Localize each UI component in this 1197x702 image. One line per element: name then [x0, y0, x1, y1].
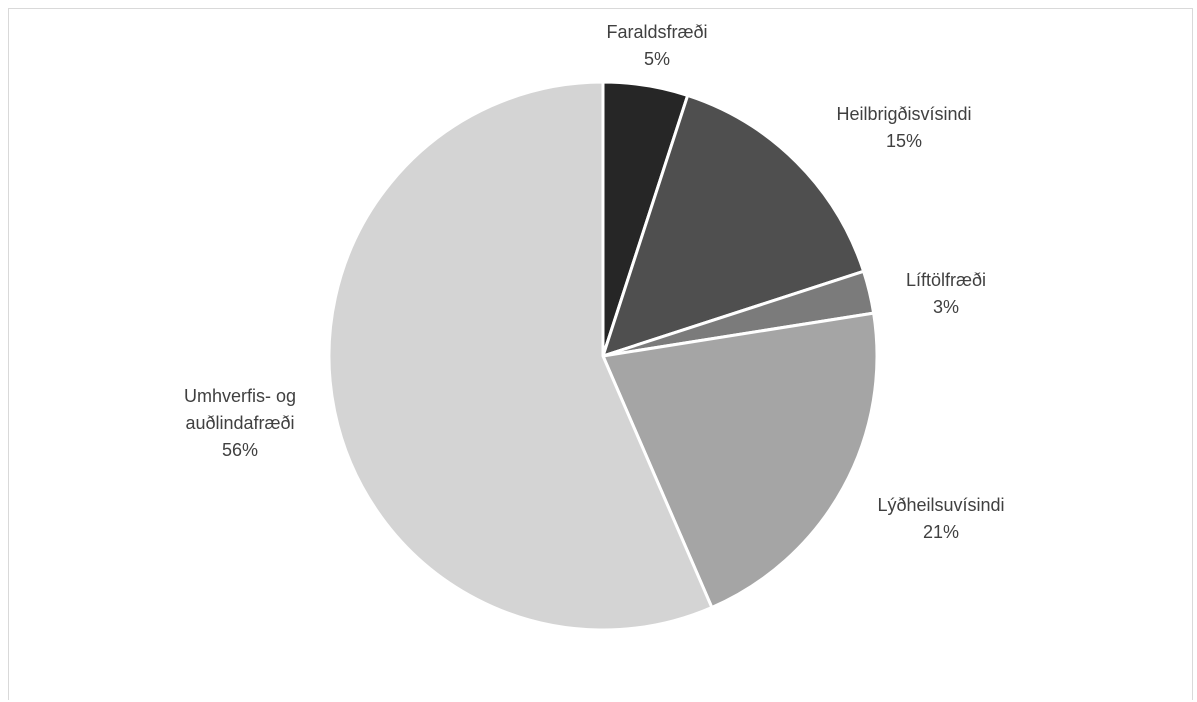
slice-percent: 3%	[933, 297, 959, 317]
data-label-3: Líftölfræði 3%	[906, 270, 986, 317]
slice-percent: 21%	[923, 522, 959, 542]
pie-slice-2	[601, 93, 866, 358]
slice-percent: 5%	[644, 49, 670, 69]
slice-percent: 15%	[886, 131, 922, 151]
data-labels: Faraldsfræði 5% Heilbrigðisvísindi 15% Líftö…	[184, 22, 1005, 542]
pie-slices	[327, 80, 879, 632]
slice-percent: 56%	[222, 440, 258, 460]
slice-name: Heilbrigðisvísindi	[836, 104, 971, 124]
data-label-4: Lýðheilsuvísindi 21%	[877, 495, 1004, 542]
pie-slice-4	[601, 311, 879, 609]
slice-name: Umhverfis- og	[184, 386, 296, 406]
data-label-5: Umhverfis- og auðlindafræði 56%	[184, 386, 296, 460]
pie-slice-5	[327, 80, 714, 632]
slice-name: Líftölfræði	[906, 270, 986, 290]
slice-name: Faraldsfræði	[606, 22, 707, 42]
chart-area	[8, 8, 1193, 700]
data-label-1: Faraldsfræði 5%	[606, 22, 707, 69]
data-label-2: Heilbrigðisvísindi 15%	[836, 104, 971, 151]
slice-name: auðlindafræði	[185, 413, 294, 433]
slice-name: Lýðheilsuvísindi	[877, 495, 1004, 515]
